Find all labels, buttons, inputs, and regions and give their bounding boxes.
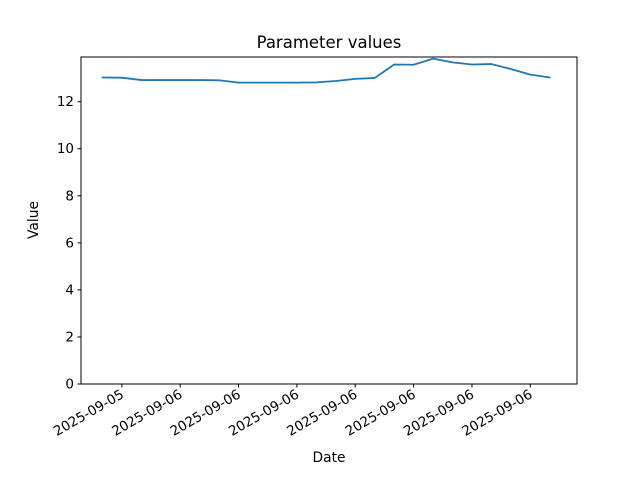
data-series	[101, 57, 551, 84]
y-tick-label: 8	[65, 188, 74, 204]
y-axis-label: Value	[26, 201, 42, 239]
chart-title: Parameter values	[257, 33, 402, 52]
y-tick-label: 12	[57, 94, 74, 110]
x-axis-label: Date	[313, 450, 346, 466]
y-tick-label: 4	[65, 282, 74, 298]
y-tick-label: 0	[65, 377, 74, 393]
y-tick-label: 6	[65, 235, 74, 251]
y-tick-label: 10	[57, 141, 74, 157]
plot-area	[80, 56, 578, 385]
series-line	[101, 57, 551, 84]
axis-ticks: 0246810122025-09-052025-09-062025-09-062…	[51, 94, 535, 440]
y-tick-label: 2	[65, 329, 74, 345]
